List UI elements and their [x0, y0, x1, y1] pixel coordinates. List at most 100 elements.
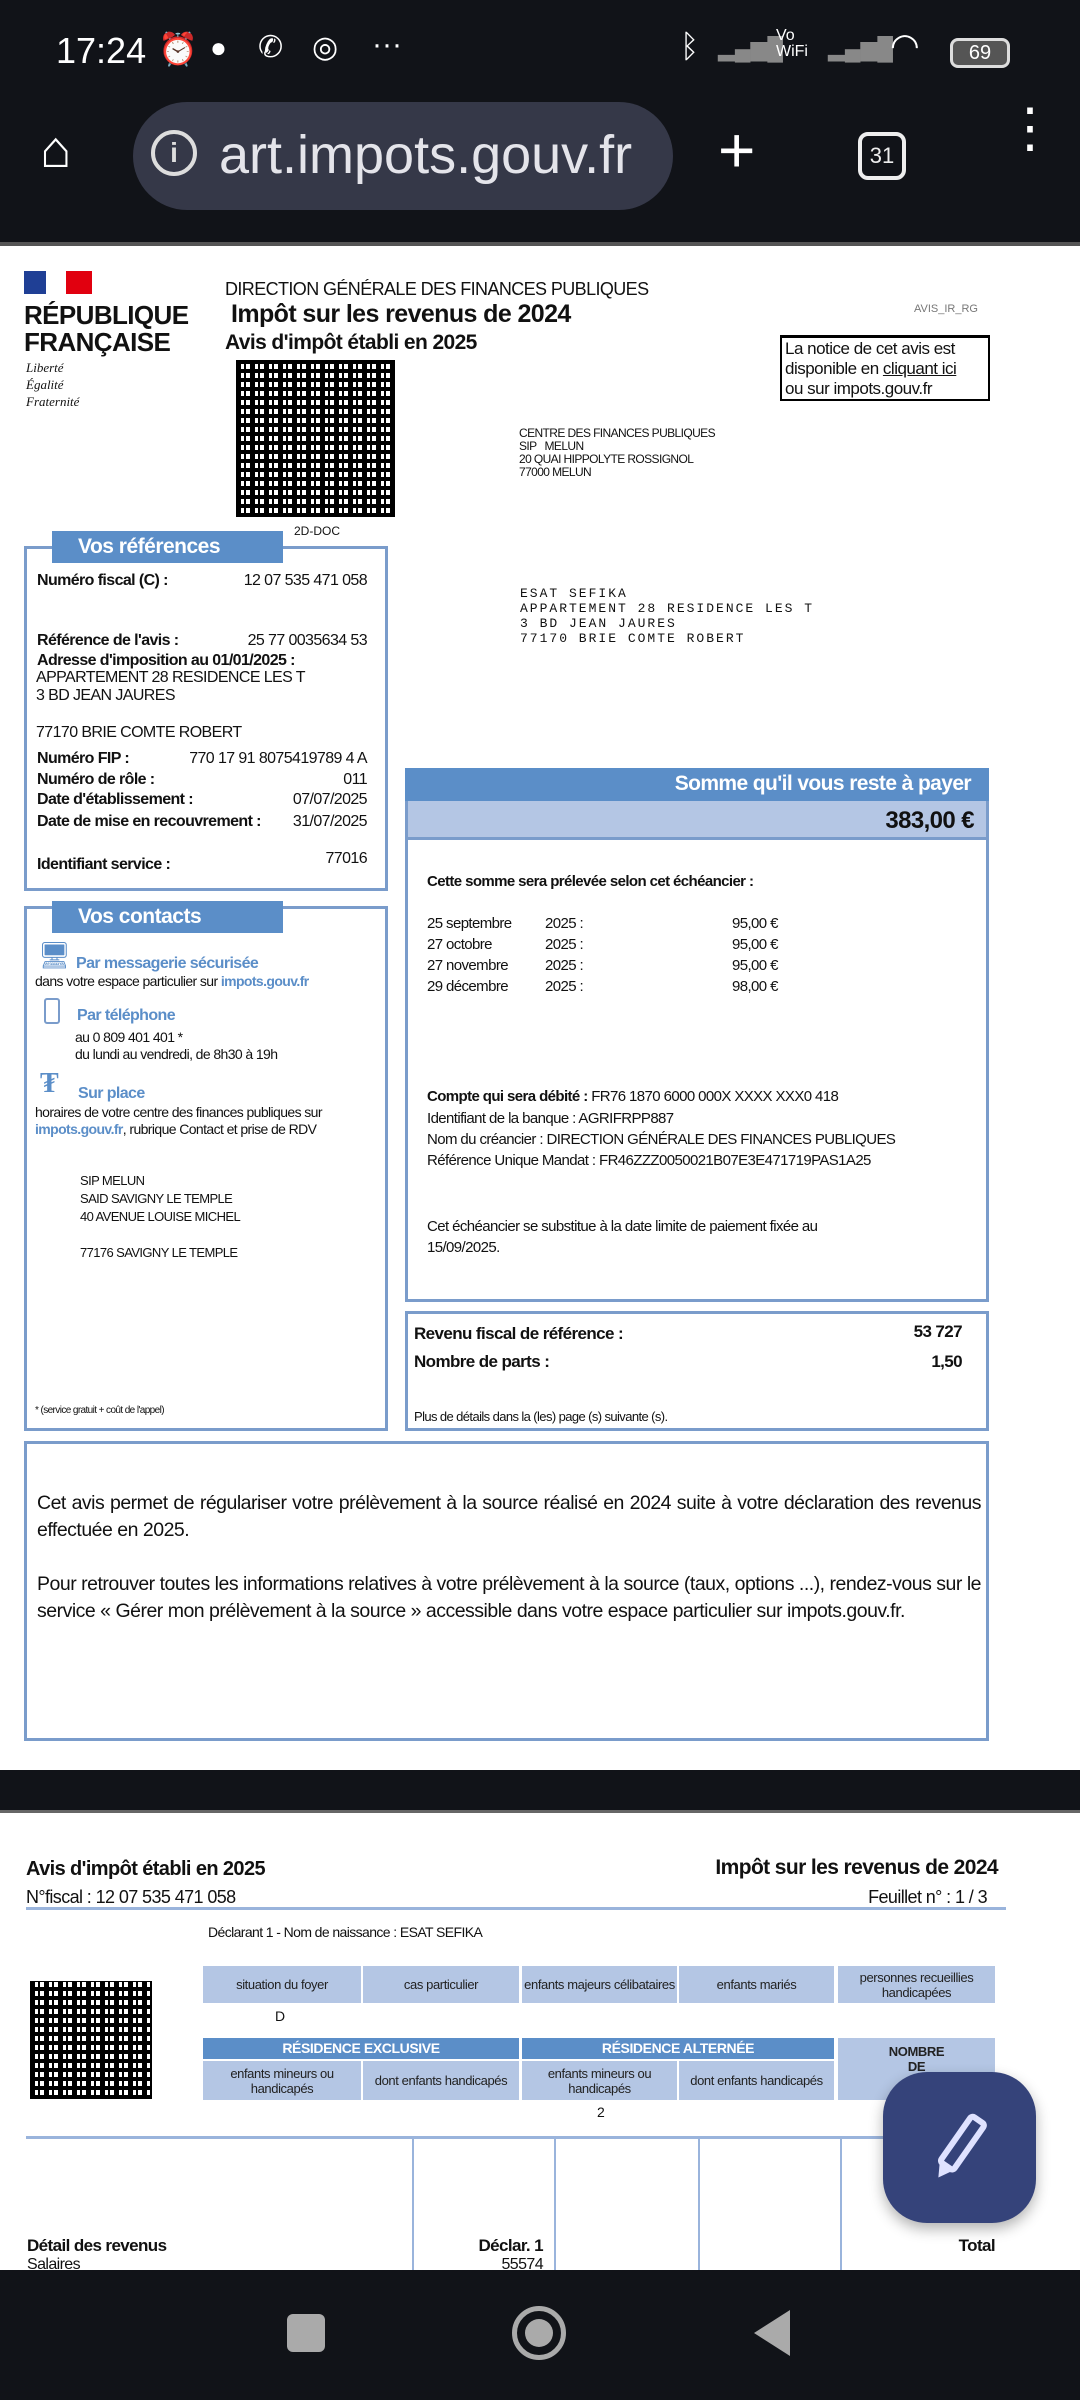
clock: 17:24	[56, 30, 147, 71]
rfr-value: 53 727	[913, 1322, 963, 1341]
divider	[26, 1907, 1006, 1910]
battery-icon: 69	[950, 38, 1010, 68]
battery-level: 69	[968, 42, 992, 64]
date-recouvrement: 31/07/2025	[292, 813, 368, 830]
revenu-panel	[405, 1311, 989, 1431]
recents-icon[interactable]	[287, 2314, 325, 2352]
reference-avis: 25 77 0035634 53	[247, 632, 368, 649]
building-icon: ₮	[40, 1068, 59, 1099]
flag-white	[46, 271, 66, 294]
rfr-label: Revenu fiscal de référence :	[414, 1324, 624, 1343]
parts-label: Nombre de parts :	[414, 1352, 550, 1371]
url-bar[interactable]: i art.impots.gouv.fr	[133, 102, 673, 210]
column-line	[698, 2137, 700, 2270]
schedule-amount: 98,00 €	[732, 978, 778, 995]
field-label: Identifiant service :	[37, 856, 171, 873]
salaires-label: Salaires	[27, 2256, 81, 2273]
footnote: * (service gratuit + coût de l'appel)	[35, 1405, 165, 1416]
sheet-number: Feuillet n° : 1 / 3	[868, 1887, 987, 1907]
schedule-amount: 95,00 €	[732, 915, 778, 932]
account-iban: FR76 1870 6000 000X XXXX XXX0 418	[587, 1088, 839, 1105]
logo-text: FRANÇAISE	[24, 327, 171, 357]
notice-text: ou sur impots.gouv.fr	[785, 379, 932, 398]
edit-fab[interactable]	[883, 2072, 1036, 2223]
field-label: Adresse d'imposition au 01/01/2025 :	[37, 652, 295, 669]
signal-icon: ▂▄▆█	[828, 36, 894, 61]
sub-header-cell: enfants mineurs ou handicapés	[203, 2061, 361, 2100]
residence-exclusive-header: RÉSIDENCE EXCLUSIVE	[203, 2038, 519, 2059]
payment-title: Somme qu'il vous reste à payer	[674, 772, 972, 795]
notice-link[interactable]: cliquant ici	[882, 359, 957, 378]
home-icon[interactable]: ⌂	[40, 121, 72, 179]
notice-text: La notice de cet avis est	[785, 339, 955, 358]
field-label: Date de mise en recouvrement :	[37, 813, 261, 830]
nav-bar	[0, 2270, 1080, 2400]
sub-header-cell: dont enfants handicapés	[363, 2061, 519, 2100]
url-text[interactable]: art.impots.gouv.fr	[219, 125, 633, 185]
numero-fip: 770 17 91 8075419789 4 A	[189, 750, 367, 767]
divider	[26, 2136, 1006, 2139]
2d-doc-barcode	[30, 1981, 152, 2099]
phone-number: au 0 809 401 401 *	[75, 1029, 183, 1045]
references-header: Vos références	[52, 531, 283, 563]
more-icon: ···	[372, 28, 402, 61]
column-line	[840, 2137, 842, 2270]
salaires-value: 55574	[501, 2256, 544, 2273]
residence-alternee-header: RÉSIDENCE ALTERNÉE	[522, 2038, 834, 2059]
field-label: Numéro FIP :	[37, 750, 130, 767]
situation-value: D	[275, 2008, 286, 2024]
sub-header-cell: dont enfants handicapés	[679, 2061, 834, 2100]
impots-link[interactable]: impots.gouv.fr	[220, 973, 309, 989]
column-line	[412, 2137, 414, 2270]
schedule-year: 2025 :	[545, 978, 584, 995]
motto: Fraternité	[26, 394, 80, 409]
home-icon[interactable]	[512, 2306, 566, 2360]
amount-band: 383,00 €	[408, 801, 986, 840]
info-icon[interactable]: i	[151, 130, 197, 176]
chat-icon: ●	[210, 32, 227, 63]
header-cell: situation du foyer	[203, 1966, 361, 2003]
address-line: 3 BD JEAN JAURES	[520, 616, 677, 631]
menu-icon[interactable]: ⋮	[1003, 98, 1057, 158]
declarant: Déclarant 1 - Nom de naissance : ESAT SE…	[208, 1924, 483, 1940]
address-line: CENTRE DES FINANCES PUBLIQUES	[519, 426, 716, 440]
creditor: Nom du créancier : DIRECTION GÉNÉRALE DE…	[427, 1131, 896, 1148]
schedule-amount: 95,00 €	[732, 936, 778, 953]
date-etablissement: 07/07/2025	[292, 791, 368, 808]
page2-fiscal: N°fiscal : 12 07 535 471 058	[26, 1887, 236, 1907]
info-panel: Cet avis permet de régulariser votre pré…	[24, 1441, 989, 1741]
identifiant-service: 77016	[325, 850, 368, 867]
field-label: Référence de l'avis :	[37, 632, 179, 649]
flag-blue	[24, 271, 46, 294]
phone-icon	[44, 998, 60, 1024]
impots-link[interactable]: impots.gouv.fr	[35, 1121, 123, 1137]
address-line: APPARTEMENT 28 RESIDENCE LES T	[36, 669, 306, 686]
info-paragraph: Pour retrouver toutes les informations r…	[37, 1573, 982, 1622]
bluetooth-icon: ᛒ	[680, 28, 700, 64]
chrome-icon: ◎	[312, 31, 339, 64]
field-label: Numéro fiscal (C) :	[37, 572, 168, 589]
header-cell: personnes recueillies handicapées	[838, 1966, 995, 2003]
contact-title: Par téléphone	[77, 1007, 176, 1024]
tab-switcher-button[interactable]: 31	[858, 132, 906, 180]
notice-box: La notice de cet avis est disponible en …	[780, 335, 990, 401]
vowifi-label: Vo WiFi	[776, 27, 808, 60]
form-code: AVIS_IR_RG	[914, 303, 978, 315]
payment-header: Somme qu'il vous reste à payer	[405, 768, 989, 801]
header-cell: enfants mariés	[679, 1966, 834, 2003]
address-line: APPARTEMENT 28 RESIDENCE LES T	[520, 601, 815, 616]
wifi-icon: ◠	[890, 27, 920, 65]
header-cell: cas particulier	[363, 1966, 519, 2003]
schedule-note: Cet échéancier se substitue à la date li…	[427, 1218, 818, 1235]
back-icon[interactable]	[754, 2310, 790, 2356]
contact-title: Par messagerie sécurisée	[76, 955, 259, 972]
page2-title: Impôt sur les revenus de 2024	[715, 1856, 998, 1879]
schedule-amount: 95,00 €	[732, 957, 778, 974]
address-line: 20 QUAI HIPPOLYTE ROSSIGNOL	[519, 452, 694, 466]
contact-text: dans votre espace particulier sur	[35, 973, 221, 989]
document-page-1	[0, 242, 1080, 1770]
new-tab-icon[interactable]: +	[718, 114, 756, 186]
alarm-icon: ⏰	[158, 31, 198, 67]
schedule-year: 2025 :	[545, 936, 584, 953]
page2-subtitle: Avis d'impôt établi en 2025	[26, 1858, 266, 1880]
